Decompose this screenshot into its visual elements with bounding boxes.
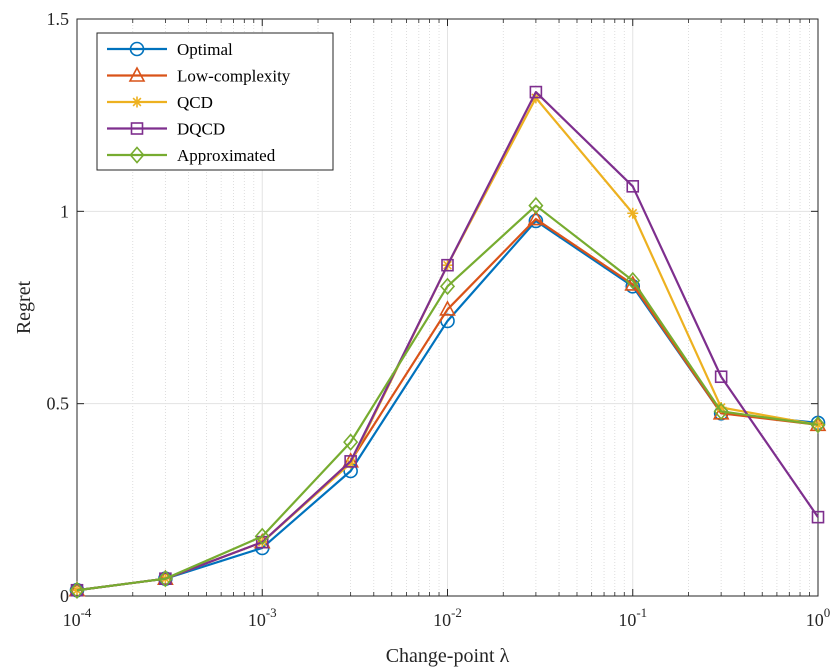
legend-marker bbox=[130, 122, 144, 135]
data-point bbox=[439, 300, 456, 316]
data-point bbox=[69, 581, 85, 599]
legend-marker bbox=[129, 146, 145, 164]
legend-marker bbox=[129, 41, 145, 57]
x-tick-label: 100 bbox=[806, 605, 831, 630]
y-axis-label: Regret bbox=[13, 280, 35, 334]
data-point bbox=[344, 455, 357, 468]
x-tick-label: 10-1 bbox=[618, 605, 647, 630]
data-point bbox=[713, 402, 729, 421]
series-line bbox=[76, 90, 819, 592]
data-point bbox=[811, 510, 825, 524]
legend-label: QCD bbox=[177, 93, 213, 112]
data-point bbox=[157, 569, 173, 588]
y-tick-label: 1.5 bbox=[47, 9, 70, 29]
x-tick-label: 10-4 bbox=[63, 605, 92, 630]
data-point bbox=[343, 433, 359, 451]
data-point bbox=[529, 85, 543, 99]
x-tick-label: 10-3 bbox=[248, 605, 277, 630]
data-point bbox=[810, 416, 826, 434]
legend-marker bbox=[128, 66, 146, 82]
data-point bbox=[626, 180, 640, 193]
legend-item: Low-complexity bbox=[107, 66, 291, 86]
legend-label: Low-complexity bbox=[177, 67, 291, 86]
x-tick-label: 10-2 bbox=[433, 605, 462, 630]
data-point bbox=[625, 271, 641, 290]
series-approximated bbox=[69, 196, 826, 599]
data-point bbox=[441, 258, 454, 272]
legend-item: DQCD bbox=[107, 120, 225, 139]
asterisk-stroke bbox=[346, 458, 356, 468]
series-line bbox=[76, 204, 819, 592]
legend-item: QCD bbox=[107, 93, 213, 112]
asterisk-stroke bbox=[716, 403, 726, 412]
legend-label: DQCD bbox=[177, 120, 225, 139]
y-tick-label: 0 bbox=[60, 586, 69, 606]
x-axis-label: Change-point λ bbox=[386, 645, 510, 667]
data-point bbox=[527, 209, 545, 226]
legend-item: Approximated bbox=[107, 146, 276, 165]
legend: Optimal Low-complexity QCD DQCD Approximated bbox=[96, 32, 334, 171]
data-point bbox=[528, 213, 544, 229]
legend-label: Approximated bbox=[177, 146, 276, 165]
asterisk-stroke bbox=[132, 97, 142, 107]
data-point bbox=[439, 277, 456, 296]
data-point bbox=[714, 370, 728, 384]
data-point bbox=[528, 196, 544, 215]
asterisk-stroke bbox=[628, 208, 638, 218]
y-tick-label: 1 bbox=[60, 201, 69, 221]
legend-marker bbox=[131, 96, 143, 108]
y-tick-label: 0.5 bbox=[47, 394, 70, 414]
legend-label: Optimal bbox=[177, 40, 233, 59]
data-point bbox=[627, 207, 639, 219]
data-point bbox=[254, 527, 270, 546]
legend-item: Optimal bbox=[107, 40, 233, 59]
